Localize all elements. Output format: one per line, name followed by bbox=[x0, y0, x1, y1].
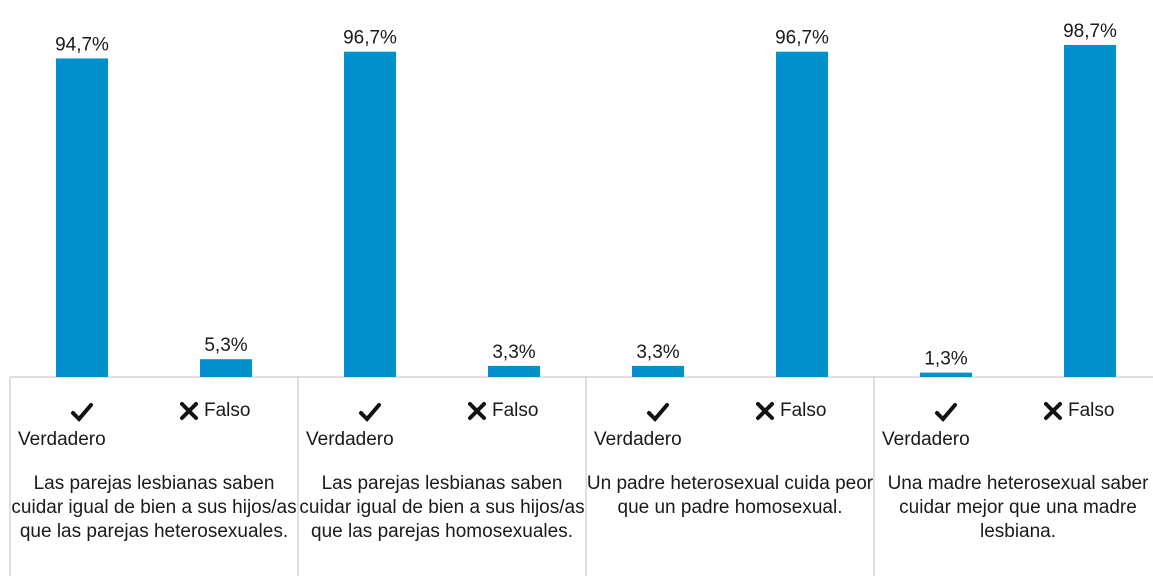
group-label: Las parejas lesbianas saben cuidar igual… bbox=[11, 473, 297, 542]
category-label: Verdadero bbox=[594, 429, 682, 450]
group-label: Un padre heterosexual cuida peor que un … bbox=[586, 473, 874, 518]
bar bbox=[56, 58, 108, 377]
category-label: Verdadero bbox=[882, 429, 970, 450]
value-label: 1,3% bbox=[924, 349, 967, 370]
value-label: 3,3% bbox=[636, 342, 679, 363]
bar bbox=[1064, 44, 1116, 377]
group-label: Una madre heterosexual saber cuidar mejo… bbox=[887, 473, 1149, 542]
check-icon bbox=[647, 403, 669, 422]
value-label: 98,7% bbox=[1063, 21, 1117, 42]
category-label: Falso bbox=[492, 400, 539, 421]
cross-icon bbox=[756, 402, 774, 420]
category-label: Verdadero bbox=[18, 429, 106, 450]
category-label: Verdadero bbox=[306, 429, 394, 450]
value-label: 94,7% bbox=[55, 34, 109, 55]
cross-icon bbox=[1044, 402, 1062, 420]
value-label: 3,3% bbox=[492, 342, 535, 363]
value-label: 96,7% bbox=[775, 28, 829, 49]
check-icon bbox=[359, 403, 381, 422]
cross-icon bbox=[180, 402, 198, 420]
bar bbox=[200, 359, 252, 377]
cross-icon bbox=[468, 402, 486, 420]
bar bbox=[632, 365, 684, 377]
bar bbox=[488, 365, 540, 377]
category-label: Falso bbox=[204, 400, 251, 421]
bar bbox=[920, 372, 972, 377]
category-label: Falso bbox=[1068, 400, 1115, 421]
check-icon bbox=[935, 403, 957, 422]
value-label: 5,3% bbox=[204, 335, 247, 356]
check-icon bbox=[71, 403, 93, 422]
bar bbox=[344, 51, 396, 377]
category-label: Falso bbox=[780, 400, 827, 421]
group-label: Las parejas lesbianas saben cuidar igual… bbox=[299, 473, 585, 542]
bar bbox=[776, 51, 828, 377]
value-label: 96,7% bbox=[343, 28, 397, 49]
